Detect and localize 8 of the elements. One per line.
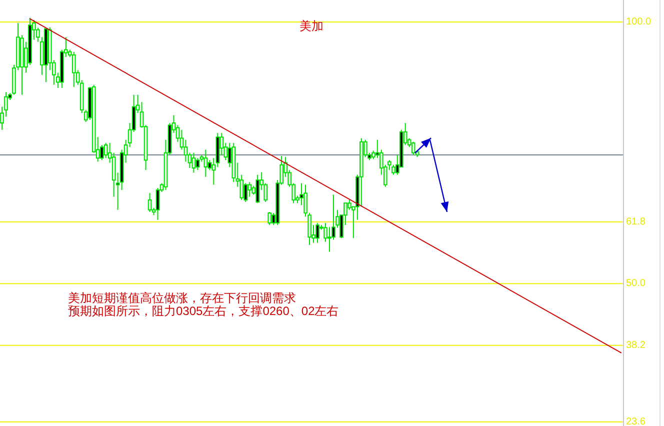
text: 美加 <box>300 19 324 33</box>
annotation: 预期如图所示，阻力0305左右，支撑0260、02左右 <box>68 304 339 318</box>
y-tick-label: 61.8 <box>626 216 646 228</box>
y-tick-label: 23.6 <box>626 416 646 426</box>
y-tick-label: 38.2 <box>626 340 646 351</box>
y-tick-label: 100.0 <box>626 16 652 28</box>
annotation: 美加短期谨值高位做涨，存在下行回调需求 <box>68 291 296 305</box>
y-tick-label: 50.0 <box>626 278 646 290</box>
